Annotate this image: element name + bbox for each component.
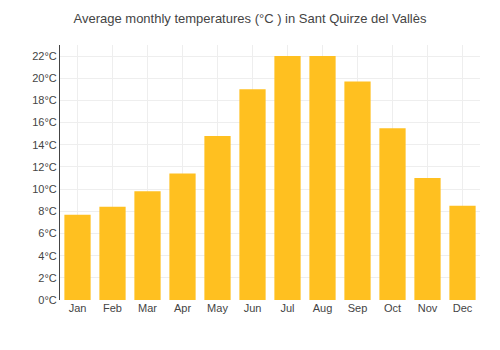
svg-text:6°C: 6°C: [38, 227, 57, 239]
svg-text:18°C: 18°C: [32, 94, 57, 106]
svg-text:10°C: 10°C: [32, 183, 57, 195]
svg-text:2°C: 2°C: [38, 272, 57, 284]
svg-text:Jun: Jun: [244, 302, 262, 314]
svg-text:Average monthly temperatures (: Average monthly temperatures (°C ) in Sa…: [74, 11, 427, 26]
svg-text:May: May: [207, 302, 228, 314]
svg-text:8°C: 8°C: [38, 205, 57, 217]
svg-text:0°C: 0°C: [38, 294, 57, 306]
svg-text:Sep: Sep: [348, 302, 368, 314]
svg-text:Jan: Jan: [69, 302, 87, 314]
svg-text:14°C: 14°C: [32, 139, 57, 151]
svg-text:20°C: 20°C: [32, 72, 57, 84]
svg-text:Nov: Nov: [418, 302, 438, 314]
svg-text:Apr: Apr: [174, 302, 191, 314]
svg-text:Dec: Dec: [453, 302, 473, 314]
svg-text:Aug: Aug: [313, 302, 333, 314]
svg-text:4°C: 4°C: [38, 250, 57, 262]
svg-text:Jul: Jul: [280, 302, 294, 314]
svg-text:16°C: 16°C: [32, 116, 57, 128]
svg-text:Oct: Oct: [384, 302, 401, 314]
svg-text:Feb: Feb: [103, 302, 122, 314]
svg-text:12°C: 12°C: [32, 161, 57, 173]
svg-text:22°C: 22°C: [32, 50, 57, 62]
svg-text:Mar: Mar: [138, 302, 157, 314]
